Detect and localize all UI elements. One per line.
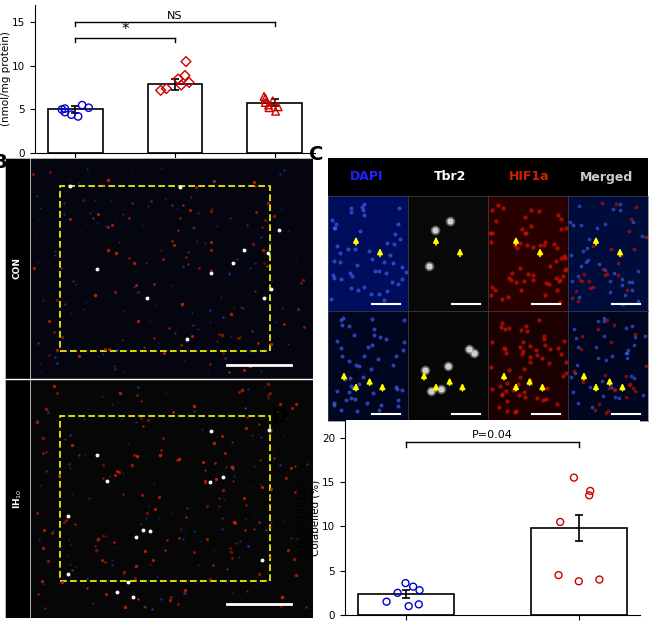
Point	[573, 576, 584, 586]
Point	[60, 103, 70, 113]
Text: NS: NS	[167, 11, 183, 21]
Y-axis label: IH$_{10}$: IH$_{10}$	[313, 357, 325, 375]
Bar	[5, 379, 313, 618]
Point	[555, 517, 566, 527]
Bar	[5, 158, 313, 379]
Point	[155, 85, 166, 95]
Y-axis label: Tbr2$^+$ HIF1a$^+$
Colabelled (%): Tbr2$^+$ HIF1a$^+$ Colabelled (%)	[296, 479, 320, 556]
Text: Tbr2: Tbr2	[434, 171, 466, 184]
Point	[400, 578, 411, 588]
Point	[268, 96, 278, 106]
Point	[260, 93, 270, 103]
Point	[57, 105, 67, 115]
Bar	[5, 158, 30, 379]
Point	[180, 70, 190, 80]
Text: *: *	[122, 22, 129, 37]
Bar	[532, 528, 627, 615]
Point	[184, 77, 194, 87]
Point	[413, 599, 424, 609]
Point	[584, 490, 595, 500]
Text: CON: CON	[13, 257, 22, 279]
Point	[404, 601, 414, 611]
Point	[264, 103, 274, 113]
Bar	[5, 379, 30, 618]
Point	[273, 102, 283, 112]
Bar	[358, 594, 454, 615]
Point	[176, 80, 187, 90]
Point	[260, 98, 270, 108]
Point	[73, 112, 83, 121]
Text: B: B	[0, 153, 7, 173]
Point	[77, 100, 87, 110]
Text: Merged: Merged	[580, 171, 633, 184]
Point	[181, 57, 191, 67]
Point	[83, 103, 94, 113]
Point	[60, 107, 70, 117]
Point	[553, 570, 564, 580]
Text: IH$_{10}$: IH$_{10}$	[11, 488, 23, 509]
Bar	[248, 103, 302, 153]
Point	[585, 486, 595, 496]
Point	[594, 574, 604, 584]
Point	[393, 588, 403, 598]
Bar	[47, 110, 103, 153]
Text: P=0.04: P=0.04	[472, 430, 513, 440]
Point	[569, 473, 579, 483]
Text: D: D	[271, 408, 287, 427]
Point	[382, 597, 392, 607]
Text: C: C	[309, 145, 323, 164]
Y-axis label: CON: CON	[316, 244, 325, 263]
Point	[259, 92, 269, 102]
Text: DAPI: DAPI	[350, 171, 383, 184]
Bar	[148, 84, 202, 153]
Point	[173, 74, 183, 84]
Point	[414, 585, 424, 595]
Point	[161, 83, 172, 93]
Text: HIF1a: HIF1a	[510, 171, 550, 184]
Y-axis label: MDA
(nmol/mg protein): MDA (nmol/mg protein)	[0, 32, 10, 126]
Point	[408, 582, 419, 592]
Point	[66, 110, 77, 120]
Point	[263, 100, 274, 110]
Point	[270, 107, 281, 117]
